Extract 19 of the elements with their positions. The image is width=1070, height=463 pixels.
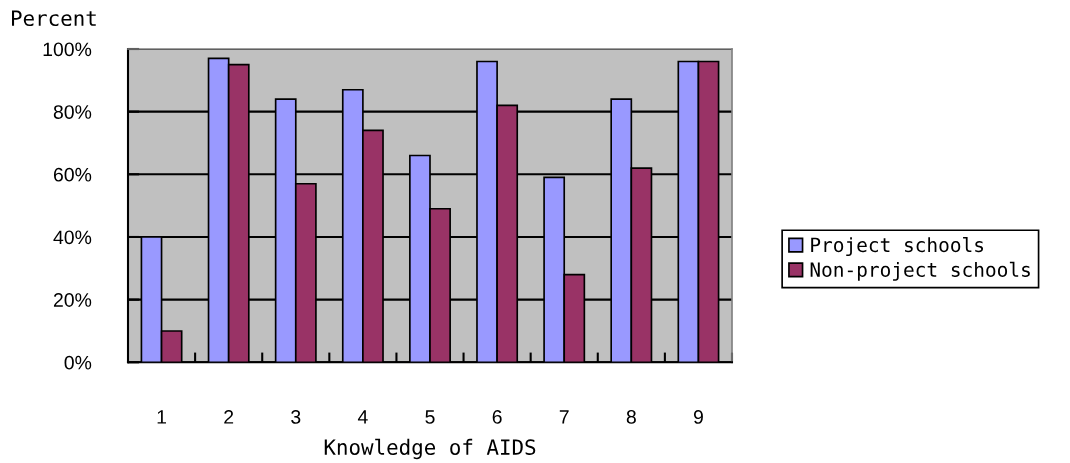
x-tick-label: 2	[224, 410, 234, 424]
legend-label: Project schools	[811, 237, 984, 256]
y-tick-label: 20%	[53, 293, 92, 307]
legend-label: Non-project schools	[810, 261, 1030, 281]
x-tick-label: 6	[492, 410, 502, 424]
x-tick-label: 4	[357, 410, 368, 424]
x-tick-label: 3	[291, 410, 301, 424]
y-tick-label: 80%	[53, 105, 92, 119]
y-tick-label: 0%	[64, 355, 92, 370]
x-tick-label: 5	[425, 410, 435, 424]
x-tick-label: 9	[693, 410, 703, 424]
y-tick-label: 60%	[53, 167, 92, 182]
y-tick-label: 40%	[53, 230, 92, 245]
x-tick-label: 8	[626, 410, 636, 424]
x-tick-label: 1	[157, 410, 167, 424]
y-tick-label: 100%	[43, 42, 92, 57]
x-axis-title: Knowledge of AIDS	[324, 438, 536, 460]
x-tick-label: 7	[559, 410, 569, 424]
y-axis-title: Percent	[12, 10, 96, 27]
